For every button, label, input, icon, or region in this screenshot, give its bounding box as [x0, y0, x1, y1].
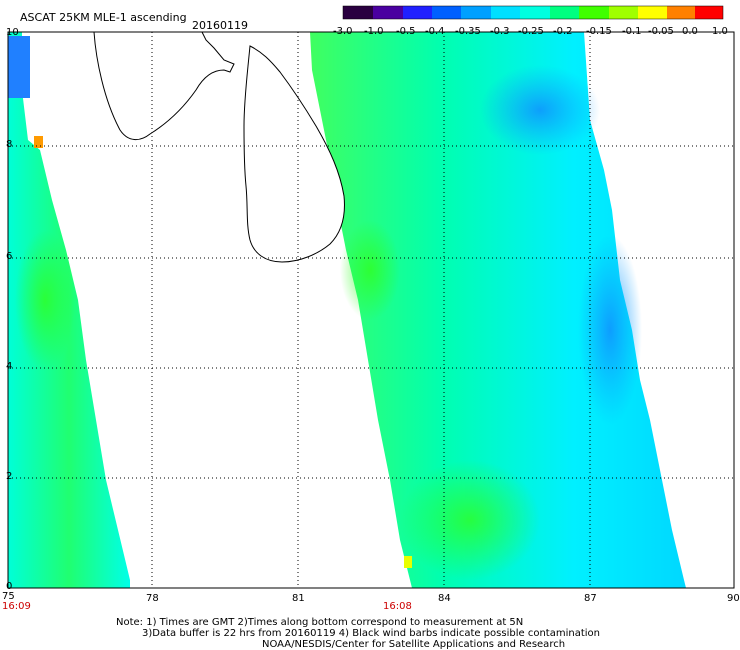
left-swath-blue-patch: [8, 36, 30, 98]
footer-credit: NOAA/NESDIS/Center for Satellite Applica…: [262, 639, 566, 650]
x-tick-label: 84: [438, 593, 451, 604]
colorbar-tick-label: -3.0: [333, 26, 353, 37]
colorbar-tick-label: -0.5: [396, 26, 416, 37]
colorbar: [342, 5, 724, 20]
colorbar-swatch: [491, 6, 520, 19]
right-swath-blue-region-top: [480, 65, 600, 155]
product-title: ASCAT 25KM MLE-1 ascending: [20, 11, 187, 24]
colorbar-swatch: [432, 6, 461, 19]
colorbar-frame: [342, 5, 724, 20]
colorbar-swatch: [609, 6, 638, 19]
graticule: [8, 32, 734, 588]
right-swath-blue-region-east: [578, 235, 642, 425]
right-swath-green-region-west: [340, 220, 400, 320]
x-tick-label: 78: [146, 593, 159, 604]
colorbar-swatch: [695, 6, 723, 19]
y-tick-label: 10: [6, 27, 19, 38]
colorbar-tick-label: -0.15: [586, 26, 612, 37]
colorbar-swatch: [638, 6, 667, 19]
colorbar-swatch: [461, 6, 491, 19]
colorbar-tick-label: -0.4: [425, 26, 445, 37]
colorbar-tick-label: -0.2: [553, 26, 573, 37]
colorbar-tick-label: 1.0: [712, 26, 728, 37]
sri-lanka-coastline: [243, 45, 345, 263]
colorbar-tick-label: -0.05: [648, 26, 674, 37]
y-tick-label: 0: [6, 581, 13, 592]
colorbar-swatch: [520, 6, 550, 19]
map-frame: [7, 31, 735, 589]
colorbar-swatch: [343, 6, 373, 19]
colorbar-swatch: [373, 6, 403, 19]
colorbar-swatch: [550, 6, 579, 19]
x-tick-label: 75: [2, 591, 15, 602]
y-tick-label: 4: [6, 361, 13, 372]
colorbar-tick-label: -0.35: [455, 26, 481, 37]
right-swath-yellow-patch: [404, 556, 412, 568]
product-date: 20160119: [192, 19, 248, 32]
colorbar-swatch: [579, 6, 609, 19]
footer-note-line-2: 3)Data buffer is 22 hrs from 20160119 4)…: [142, 628, 600, 639]
right-swath-green-region-south: [400, 460, 540, 580]
colorbar-tick-label: -0.3: [490, 26, 510, 37]
india-coastline: [93, 31, 235, 140]
colorbar-swatch: [403, 6, 432, 19]
x-tick-label: 81: [292, 593, 305, 604]
swath-time-left: 16:09: [2, 601, 31, 612]
colorbar-tick-label: 0.0: [682, 26, 698, 37]
swath-time-right: 16:08: [383, 601, 412, 612]
colorbar-tick-label: -1.0: [364, 26, 384, 37]
y-tick-label: 2: [6, 471, 13, 482]
x-tick-label: 87: [584, 593, 597, 604]
y-tick-label: 6: [6, 251, 13, 262]
colorbar-swatch: [667, 6, 695, 19]
colorbar-tick-label: -0.25: [518, 26, 544, 37]
footer-note-line-1: Note: 1) Times are GMT 2)Times along bot…: [116, 617, 524, 628]
colorbar-tick-label: -0.1: [622, 26, 642, 37]
y-tick-label: 8: [6, 139, 13, 150]
left-swath-green-patch: [15, 230, 75, 370]
x-tick-label: 90: [727, 593, 740, 604]
right-swath: [310, 32, 686, 588]
left-swath-orange-patch: [34, 136, 43, 148]
